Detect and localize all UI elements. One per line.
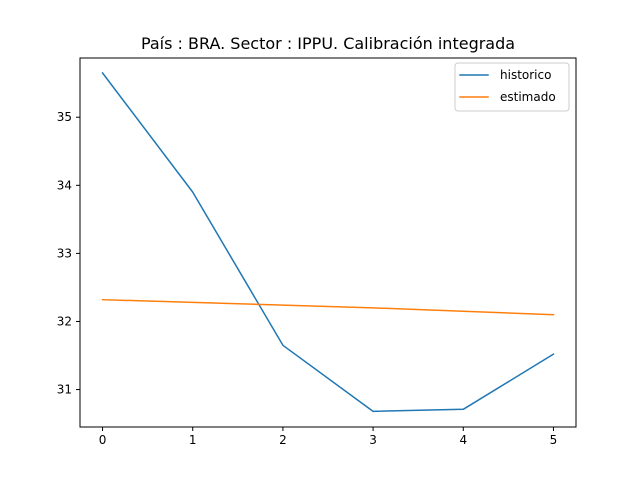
- y-tick-label: 34: [57, 178, 72, 192]
- y-tick-label: 32: [57, 314, 72, 328]
- legend-label-estimado: estimado: [500, 90, 556, 104]
- legend-label-historico: historico: [500, 68, 551, 82]
- y-tick-label: 33: [57, 246, 72, 260]
- legend: historico estimado: [455, 63, 569, 111]
- y-tick-label: 35: [57, 110, 72, 124]
- x-tick-label: 4: [459, 433, 467, 447]
- x-tick-label: 1: [189, 433, 197, 447]
- chart-title: País : BRA. Sector : IPPU. Calibración i…: [141, 34, 515, 53]
- x-tick-label: 0: [99, 433, 107, 447]
- x-tick-label: 5: [550, 433, 558, 447]
- y-tick-label: 31: [57, 383, 72, 397]
- x-tick-label: 3: [369, 433, 377, 447]
- x-tick-label: 2: [279, 433, 287, 447]
